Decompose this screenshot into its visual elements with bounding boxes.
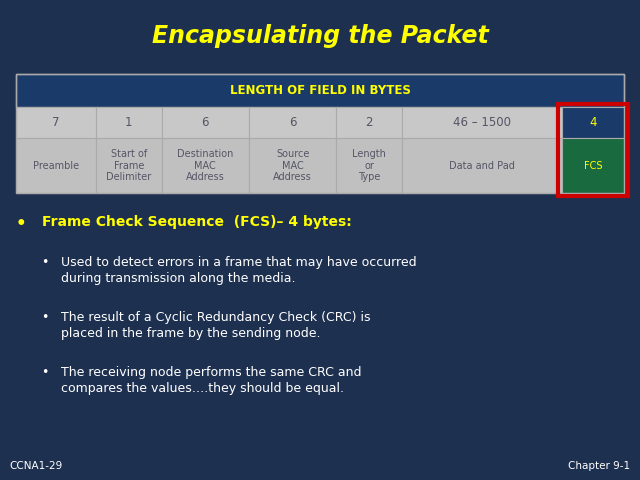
- Text: 6: 6: [202, 116, 209, 129]
- Text: •: •: [42, 256, 49, 269]
- Bar: [562, 107, 624, 138]
- Text: Data and Pad: Data and Pad: [449, 161, 515, 171]
- Text: 1: 1: [125, 116, 132, 129]
- Text: CCNA1-29: CCNA1-29: [10, 461, 63, 471]
- Text: LENGTH OF FIELD IN BYTES: LENGTH OF FIELD IN BYTES: [230, 84, 410, 97]
- Bar: [249, 107, 337, 138]
- Bar: [249, 138, 337, 193]
- Text: 2: 2: [365, 116, 373, 129]
- Bar: [16, 74, 624, 193]
- Text: 4: 4: [589, 116, 597, 129]
- Text: Frame Check Sequence  (FCS)– 4 bytes:: Frame Check Sequence (FCS)– 4 bytes:: [42, 215, 351, 229]
- Bar: [16, 74, 624, 107]
- Text: Used to detect errors in a frame that may have occurred
during transmission alon: Used to detect errors in a frame that ma…: [61, 256, 417, 285]
- Text: Preamble: Preamble: [33, 161, 79, 171]
- Bar: [96, 107, 162, 138]
- Text: Destination
MAC
Address: Destination MAC Address: [177, 149, 234, 182]
- Text: 6: 6: [289, 116, 296, 129]
- Text: FCS: FCS: [584, 161, 602, 171]
- Text: •: •: [42, 366, 49, 379]
- Text: Encapsulating the Packet: Encapsulating the Packet: [152, 24, 488, 48]
- Text: Source
MAC
Address: Source MAC Address: [273, 149, 312, 182]
- Text: •: •: [16, 215, 27, 233]
- Bar: [162, 138, 249, 193]
- Text: 7: 7: [52, 116, 60, 129]
- Text: The result of a Cyclic Redundancy Check (CRC) is
placed in the frame by the send: The result of a Cyclic Redundancy Check …: [61, 311, 371, 340]
- Text: The receiving node performs the same CRC and
compares the values….they should be: The receiving node performs the same CRC…: [61, 366, 362, 395]
- Bar: [558, 104, 628, 196]
- Bar: [337, 107, 402, 138]
- Bar: [337, 138, 402, 193]
- Text: Length
or
Type: Length or Type: [352, 149, 386, 182]
- Bar: [402, 107, 562, 138]
- Bar: [402, 138, 562, 193]
- Text: Chapter 9-1: Chapter 9-1: [568, 461, 630, 471]
- Bar: [162, 107, 249, 138]
- Bar: [562, 138, 624, 193]
- Text: Start of
Frame
Delimiter: Start of Frame Delimiter: [106, 149, 152, 182]
- Text: 46 – 1500: 46 – 1500: [453, 116, 511, 129]
- Bar: [16, 138, 96, 193]
- Text: •: •: [42, 311, 49, 324]
- Bar: [96, 138, 162, 193]
- Bar: [16, 107, 96, 138]
